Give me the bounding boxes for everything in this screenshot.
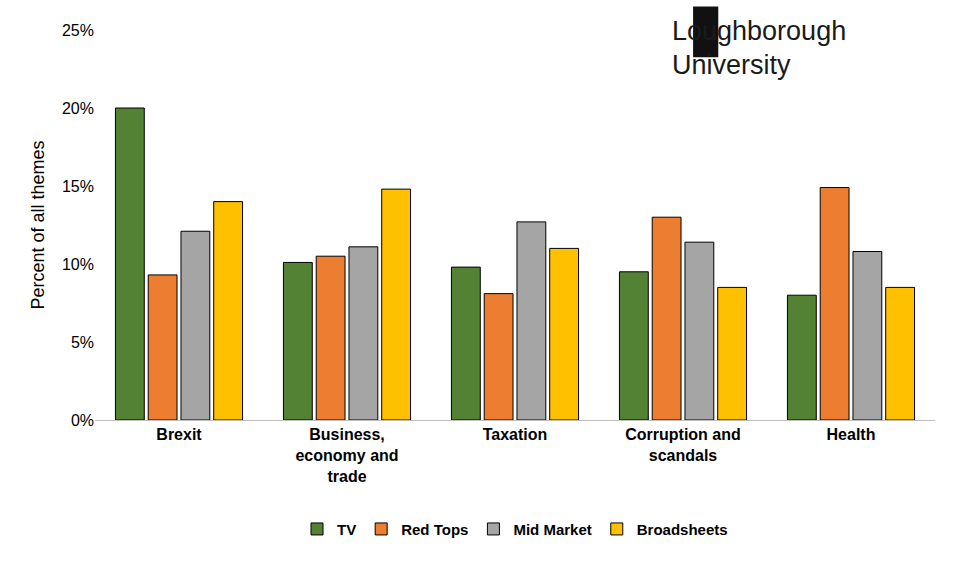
svg-text:TV: TV [337, 521, 356, 538]
svg-text:0%: 0% [71, 412, 94, 429]
svg-text:20%: 20% [62, 100, 94, 117]
svg-text:Broadsheets: Broadsheets [637, 521, 728, 538]
svg-text:Corruption andscandals: Corruption andscandals [625, 426, 741, 464]
svg-text:Loughborough: Loughborough [672, 16, 846, 46]
svg-text:Brexit: Brexit [156, 426, 202, 443]
svg-text:Red Tops: Red Tops [401, 521, 468, 538]
svg-text:15%: 15% [62, 178, 94, 195]
svg-text:25%: 25% [62, 22, 94, 39]
svg-text:University: University [672, 50, 791, 80]
svg-text:10%: 10% [62, 256, 94, 273]
svg-text:Business,economy andtrade: Business,economy andtrade [295, 426, 398, 485]
svg-text:5%: 5% [71, 334, 94, 351]
svg-text:Percent of all themes: Percent of all themes [28, 140, 48, 309]
svg-text:Health: Health [827, 426, 876, 443]
svg-text:Mid Market: Mid Market [513, 521, 591, 538]
svg-text:Taxation: Taxation [483, 426, 548, 443]
